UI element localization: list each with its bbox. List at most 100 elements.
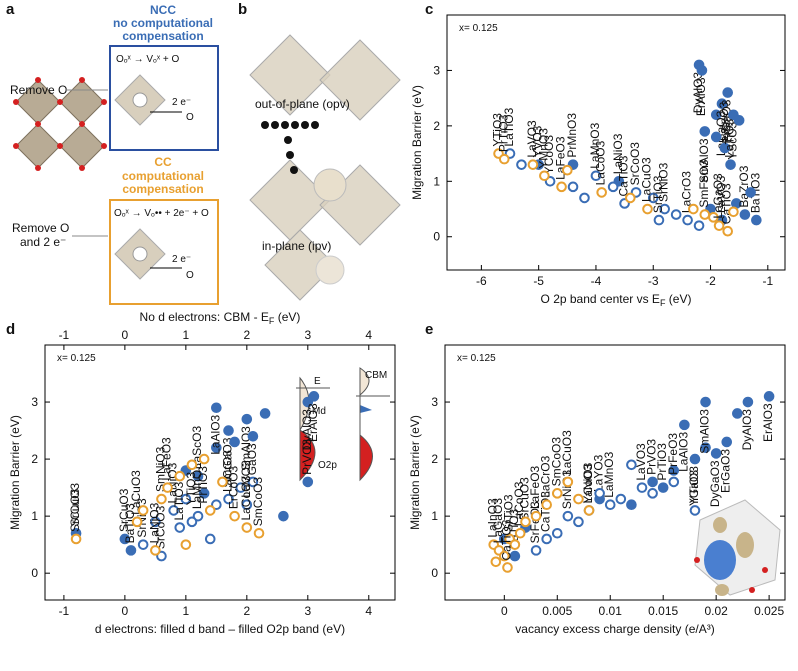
- data-point: [180, 493, 192, 505]
- x2-tick-label: 0: [122, 328, 129, 342]
- x-axis-label-main: vacancy excess charge density (e/A³): [515, 622, 714, 636]
- y-axis-label: Migration Barrier (eV): [410, 85, 424, 200]
- x-tick-label: 0.01: [599, 604, 623, 618]
- y-tick-label: 1: [433, 174, 440, 188]
- data-point: [509, 539, 521, 550]
- point-label: LaAlO3: [208, 414, 222, 454]
- data-point: [516, 159, 527, 170]
- x-axis-label: vacancy excess charge density (e/A³): [515, 622, 714, 636]
- data-point: [247, 476, 259, 488]
- data-point: [739, 209, 751, 220]
- cation: [313, 168, 347, 202]
- point-label: SrTiO3: [502, 494, 516, 532]
- data-point: [636, 482, 648, 493]
- data-point: [732, 408, 743, 419]
- data-point: [247, 430, 259, 442]
- data-point: [180, 465, 192, 476]
- point-label: LaCoO3: [512, 481, 526, 526]
- data-point: [211, 402, 222, 414]
- x2-tick-label: 1: [183, 328, 190, 342]
- data-point: [192, 470, 204, 482]
- data-point: [241, 522, 253, 533]
- point-label: LaGaO3: [711, 173, 725, 219]
- data-point: [721, 436, 733, 448]
- x2-axis-label-main: No d electrons: CBM - E: [140, 310, 269, 324]
- x-tick-label: -3: [648, 274, 659, 288]
- point-label: ErAlO3: [694, 77, 708, 116]
- label: O: [186, 270, 194, 281]
- point-label: PrTiO3: [655, 443, 669, 481]
- x-tick-label: -6: [476, 274, 487, 288]
- data-point: [596, 187, 607, 198]
- x2-tick-label: 3: [304, 328, 311, 342]
- data-point: [211, 499, 222, 511]
- x-tick-label: 0: [501, 604, 508, 618]
- x-tick-label: 2: [243, 604, 250, 618]
- point-label: ErCoO3: [227, 465, 241, 509]
- octahedra: [15, 79, 105, 169]
- data-point: [217, 476, 228, 488]
- point-label: YTiO3: [687, 470, 701, 504]
- x-tick-label: 1: [183, 604, 190, 618]
- data-point: [693, 220, 705, 231]
- point-label: CaTiO3: [720, 183, 734, 224]
- x-axis-label-main: d electrons: filled d band – filled O2p …: [95, 622, 345, 636]
- panel: d x= 0.125 -1 0 1 2 3 4 0 1 2 3 -1 0 1 2 3 4 No d electron…: [6, 310, 396, 636]
- octahedra: [249, 34, 401, 301]
- point-label: LaGaO3: [491, 498, 505, 544]
- point-label: YMnO3: [536, 128, 550, 169]
- data-point: [647, 192, 659, 204]
- panel-label: a: [6, 1, 15, 18]
- point-label: YCoO3: [542, 135, 556, 175]
- point-label: SrCoO3: [628, 142, 642, 186]
- data-point: [679, 419, 690, 431]
- data-point: [751, 214, 762, 226]
- x-tick-label: 0.005: [542, 604, 572, 618]
- point-label: PrVO3: [645, 439, 659, 475]
- label: 2 e⁻: [172, 254, 191, 265]
- data-point: [722, 87, 734, 98]
- data-point: [647, 476, 658, 488]
- data-point: [742, 396, 754, 408]
- data-point: [551, 488, 563, 499]
- data-point: [567, 181, 579, 193]
- point-label: ErGaO3: [719, 449, 733, 493]
- data-point: [156, 493, 167, 505]
- point-label: DyAlO3: [691, 72, 705, 114]
- label: Remove O: [12, 221, 69, 235]
- y-tick-label: 0: [433, 230, 440, 244]
- data-point: [162, 482, 173, 493]
- data-point: [499, 550, 510, 562]
- point-label: PrFeO3: [666, 433, 680, 475]
- point-label: ErAlO3: [306, 403, 320, 442]
- inset-label: CBM: [365, 370, 387, 381]
- data-point: [700, 396, 711, 408]
- point-label: PrTiO3: [196, 466, 210, 504]
- point-label: LaFeO3: [528, 465, 542, 509]
- data-point: [573, 493, 584, 505]
- point-label: CaTiO3: [499, 519, 513, 560]
- point-label: SmCoO3: [251, 477, 265, 527]
- point-label: LaCrO3: [539, 455, 553, 497]
- point-label: SrCuO3: [117, 488, 131, 532]
- data-point: [615, 493, 627, 505]
- data-point: [719, 142, 731, 154]
- inset-label: O2p: [318, 460, 337, 471]
- data-point: [713, 220, 725, 231]
- plot-frame: [44, 344, 396, 601]
- x2-axis-label-sub: F: [269, 316, 275, 326]
- data-point: [241, 413, 253, 425]
- data-point: [119, 533, 131, 545]
- data-point: [699, 126, 711, 137]
- y-axis-label: Migration Barrier (eV): [408, 415, 422, 530]
- y-tick-label: 2: [31, 452, 38, 466]
- data-point: [204, 533, 216, 545]
- data-point: [708, 212, 719, 223]
- data-point: [150, 516, 161, 528]
- point-label: LaCuO3: [560, 430, 574, 475]
- data-point: [716, 98, 728, 109]
- point-label: DyAlO3: [300, 409, 314, 451]
- panel: e x= 0.125 0 0.005 0.01 0.015 0.02 0.025 0 1 2 3 vac…: [408, 321, 786, 636]
- data-point: [626, 459, 637, 471]
